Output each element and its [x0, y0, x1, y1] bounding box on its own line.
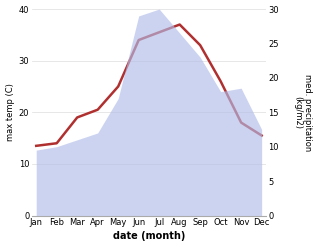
- X-axis label: date (month): date (month): [113, 231, 185, 242]
- Y-axis label: max temp (C): max temp (C): [5, 83, 15, 141]
- Y-axis label: med. precipitation
(kg/m2): med. precipitation (kg/m2): [293, 74, 313, 151]
